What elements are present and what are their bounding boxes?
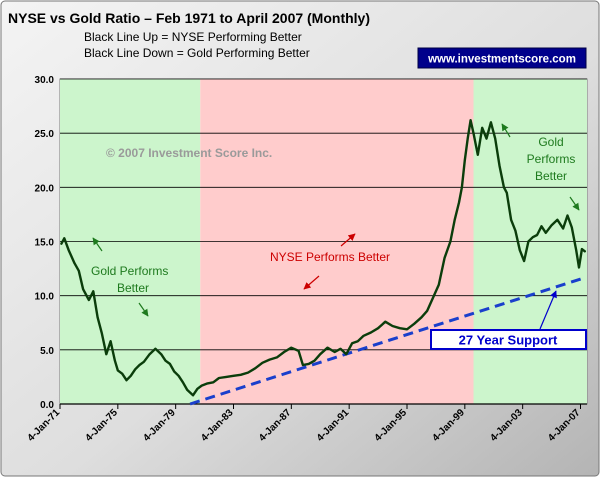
y-tick-label: 15.0 (35, 238, 55, 249)
annotation-gold-right: Gold Performs Better (527, 135, 576, 183)
support-label-box (430, 329, 587, 350)
website-badge-text: www.investmentscore.com (427, 54, 576, 66)
chart-subtitle-line-1: Black Line Up = NYSE Performing Better (84, 30, 302, 44)
annotation-nyse-performs-better: NYSE Performs Better (270, 250, 390, 264)
y-tick-label: 20.0 (35, 183, 55, 194)
red-arrow-down (303, 275, 320, 290)
chart-title: NYSE vs Gold Ratio – Feb 1971 to April 2… (8, 10, 370, 26)
website-badge[interactable] (417, 47, 587, 69)
annotation-better-left: Better (117, 281, 149, 295)
support-label-text: 27 Year Support (459, 333, 558, 348)
y-tick-label: 0.0 (40, 400, 54, 411)
blue-arrow-support (539, 290, 557, 330)
chart-subtitle-line-2: Black Line Down = Gold Performing Better (84, 46, 310, 60)
green-arrow-down-right (569, 196, 580, 211)
y-tick-label: 25.0 (35, 129, 55, 140)
annotation-gold-right-line: Better (535, 169, 567, 183)
ratio-series-line (60, 119, 586, 397)
y-tick-label: 10.0 (35, 292, 55, 303)
support-trend-line (189, 275, 587, 406)
y-tick-label: 30.0 (35, 75, 55, 86)
annotation-gold-right-line: Performs (527, 152, 576, 166)
green-arrow-up-right (501, 123, 511, 138)
annotation-gold-right-line: Gold (538, 135, 563, 149)
green-arrow-down-left (138, 302, 149, 317)
y-tick-label: 5.0 (40, 346, 54, 357)
copyright-text: © 2007 Investment Score Inc. (106, 146, 272, 160)
green-arrow-up-left (92, 237, 103, 252)
annotation-gold-left: Gold Performs (91, 264, 168, 278)
red-arrow-up (340, 233, 356, 247)
